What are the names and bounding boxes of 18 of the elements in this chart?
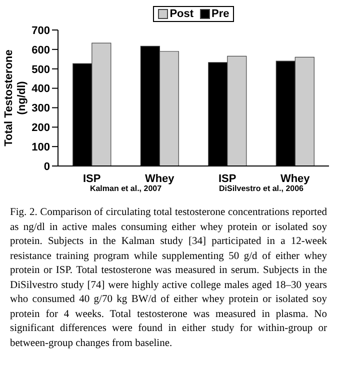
text: Fig. 2. Comparison of circulating total testosterone concentrations reported as ng/dl in active males consuming either whey protein or isolated soy protein. Subjects in the Kalman study [34] participated in a 12-week resistance training program while supplementing 50 g/d of either whey protein or ISP. Total testosterone was measured in serum. Subjects in the DiSilvestro study [74] were highly active college males aged 18–30 years who consumed 40 g/70 kg BW/d of either whey protein or isolated soy protein for 4 weeks. Total testosterone was measured in plasma. No significant differences were found in either study for within-group or between-group changes from baseline. — [10, 207, 327, 348]
x-tick-label: Whey — [144, 172, 176, 185]
y-axis-title: Total Testosterone (ng/dl) — [3, 50, 28, 146]
y-tick-label: 100 — [32, 141, 50, 154]
y-tick-label: 200 — [32, 122, 50, 134]
x-tick-label: ISP — [218, 172, 236, 185]
y-tick-label: 600 — [32, 44, 50, 56]
text: Kalman et al., 2007 — [88, 184, 162, 193]
y-tick-label: 0 — [44, 160, 50, 173]
x-tick-label: Whey — [280, 172, 311, 185]
y-tick-label: 500 — [32, 64, 50, 76]
y-tick-label: 700 — [32, 24, 50, 37]
legend-label: Pre — [210, 8, 230, 20]
text: DiSilvestro et al., 2006 — [218, 184, 304, 193]
x-tick-label: ISP — [83, 172, 101, 185]
y-tick-label: 400 — [32, 83, 50, 96]
y-tick-label: 300 — [32, 102, 50, 115]
legend-label: Post — [168, 8, 194, 20]
